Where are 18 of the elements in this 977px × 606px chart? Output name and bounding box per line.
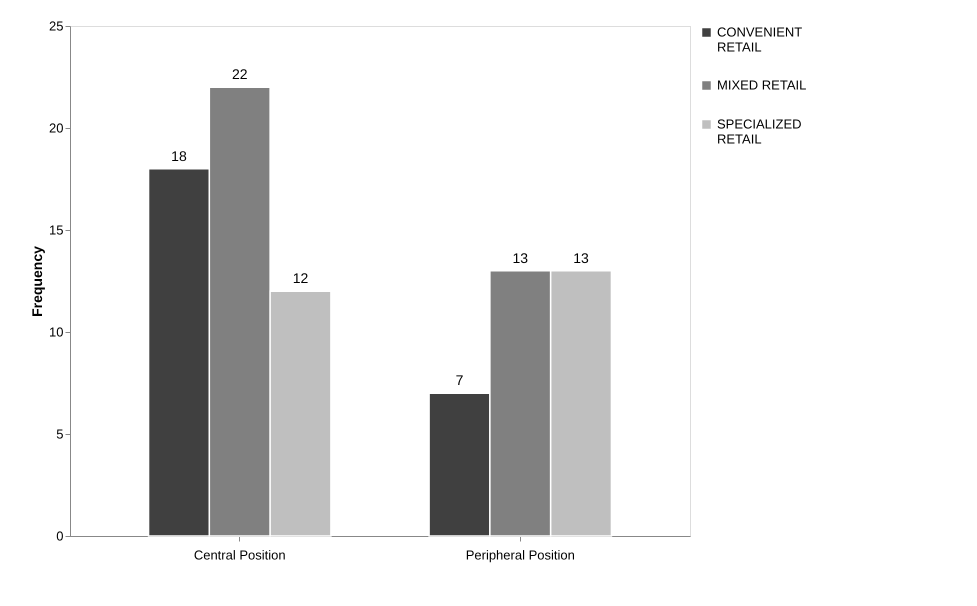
y-tick-label: 20: [49, 120, 64, 136]
y-tick-label: 25: [49, 18, 64, 34]
y-tick-label: 15: [49, 222, 64, 238]
y-tick-label: 10: [49, 324, 64, 340]
data-label: 13: [512, 250, 528, 266]
y-axis-title: Frequency: [29, 246, 46, 317]
legend-label: CONVENIENT RETAIL: [717, 24, 802, 54]
y-tick-label: 5: [56, 426, 64, 442]
y-tick-label: 0: [56, 528, 64, 544]
legend-label: SPECIALIZED RETAIL: [717, 116, 802, 146]
legend-label: MIXED RETAIL: [717, 78, 806, 92]
data-label: 12: [292, 270, 309, 286]
x-tick-label: Peripheral Position: [466, 548, 575, 562]
data-label: 22: [232, 66, 248, 82]
data-label: 13: [573, 250, 590, 266]
data-label: 7: [456, 372, 464, 388]
data-label: 18: [171, 148, 187, 164]
x-tick-label: Central Position: [194, 548, 286, 562]
